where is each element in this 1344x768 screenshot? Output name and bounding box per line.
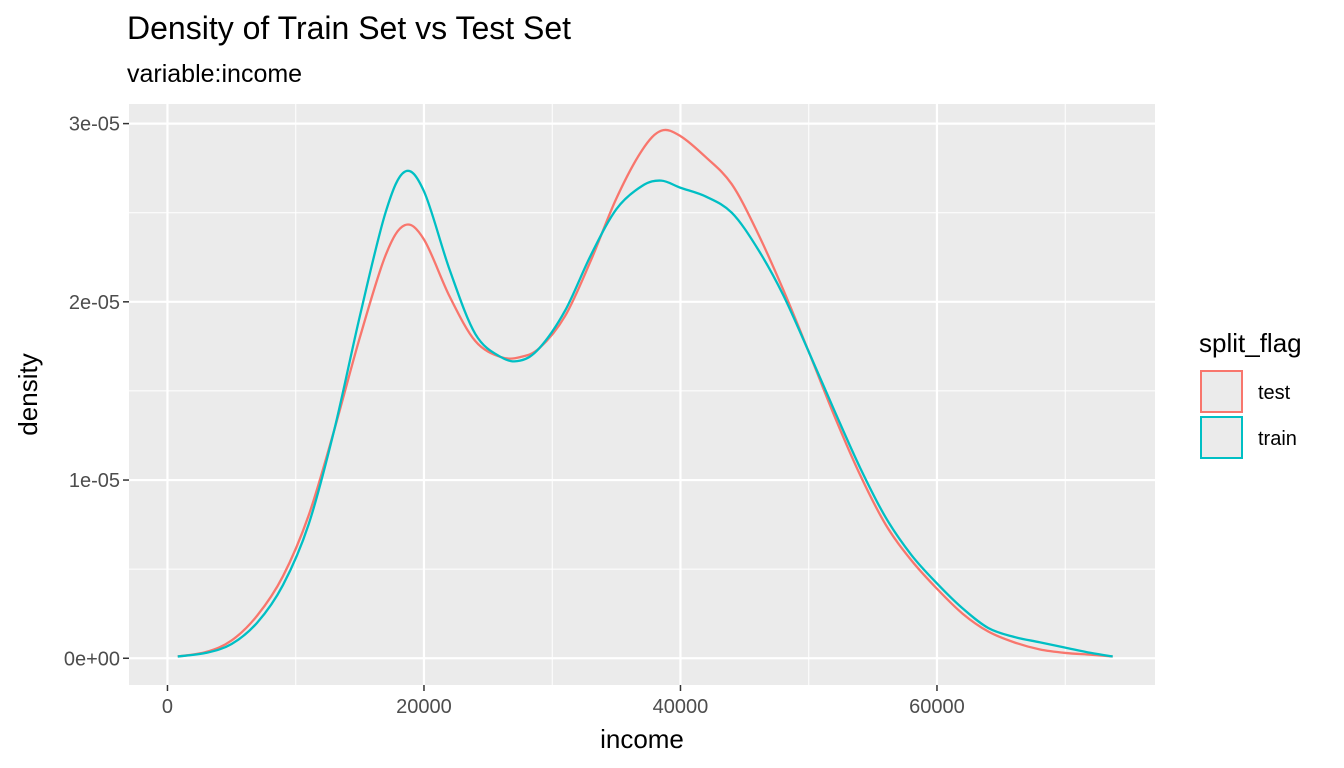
y-axis: 0e+00 1e-05 2e-05 3e-05 <box>64 114 129 670</box>
legend: split_flag test train <box>1199 328 1302 459</box>
x-axis-title: income <box>600 724 684 754</box>
legend-label-train: train <box>1258 428 1297 450</box>
legend-label-test: test <box>1258 382 1291 404</box>
x-axis: 0 20000 40000 60000 <box>162 685 965 718</box>
density-lines <box>177 128 1113 658</box>
minor-gridlines <box>129 104 1155 685</box>
plot-panel <box>129 104 1155 685</box>
legend-key-train <box>1200 416 1243 459</box>
y-tick-label: 1e-05 <box>69 470 120 492</box>
chart-title: Density of Train Set vs Test Set <box>127 10 571 46</box>
major-gridlines <box>129 104 1155 685</box>
x-tick-label: 0 <box>162 696 173 718</box>
x-tick-label: 40000 <box>653 696 709 718</box>
y-tick-label: 0e+00 <box>64 648 120 670</box>
chart-subtitle: variable:income <box>127 60 302 88</box>
x-tick-label: 20000 <box>396 696 452 718</box>
legend-title: split_flag <box>1199 328 1302 358</box>
legend-key-test <box>1200 370 1243 413</box>
y-axis-title: density <box>13 353 43 435</box>
y-tick-label: 3e-05 <box>69 114 120 136</box>
density-line-train <box>177 169 1113 658</box>
x-tick-label: 60000 <box>909 696 965 718</box>
y-tick-label: 2e-05 <box>69 292 120 314</box>
